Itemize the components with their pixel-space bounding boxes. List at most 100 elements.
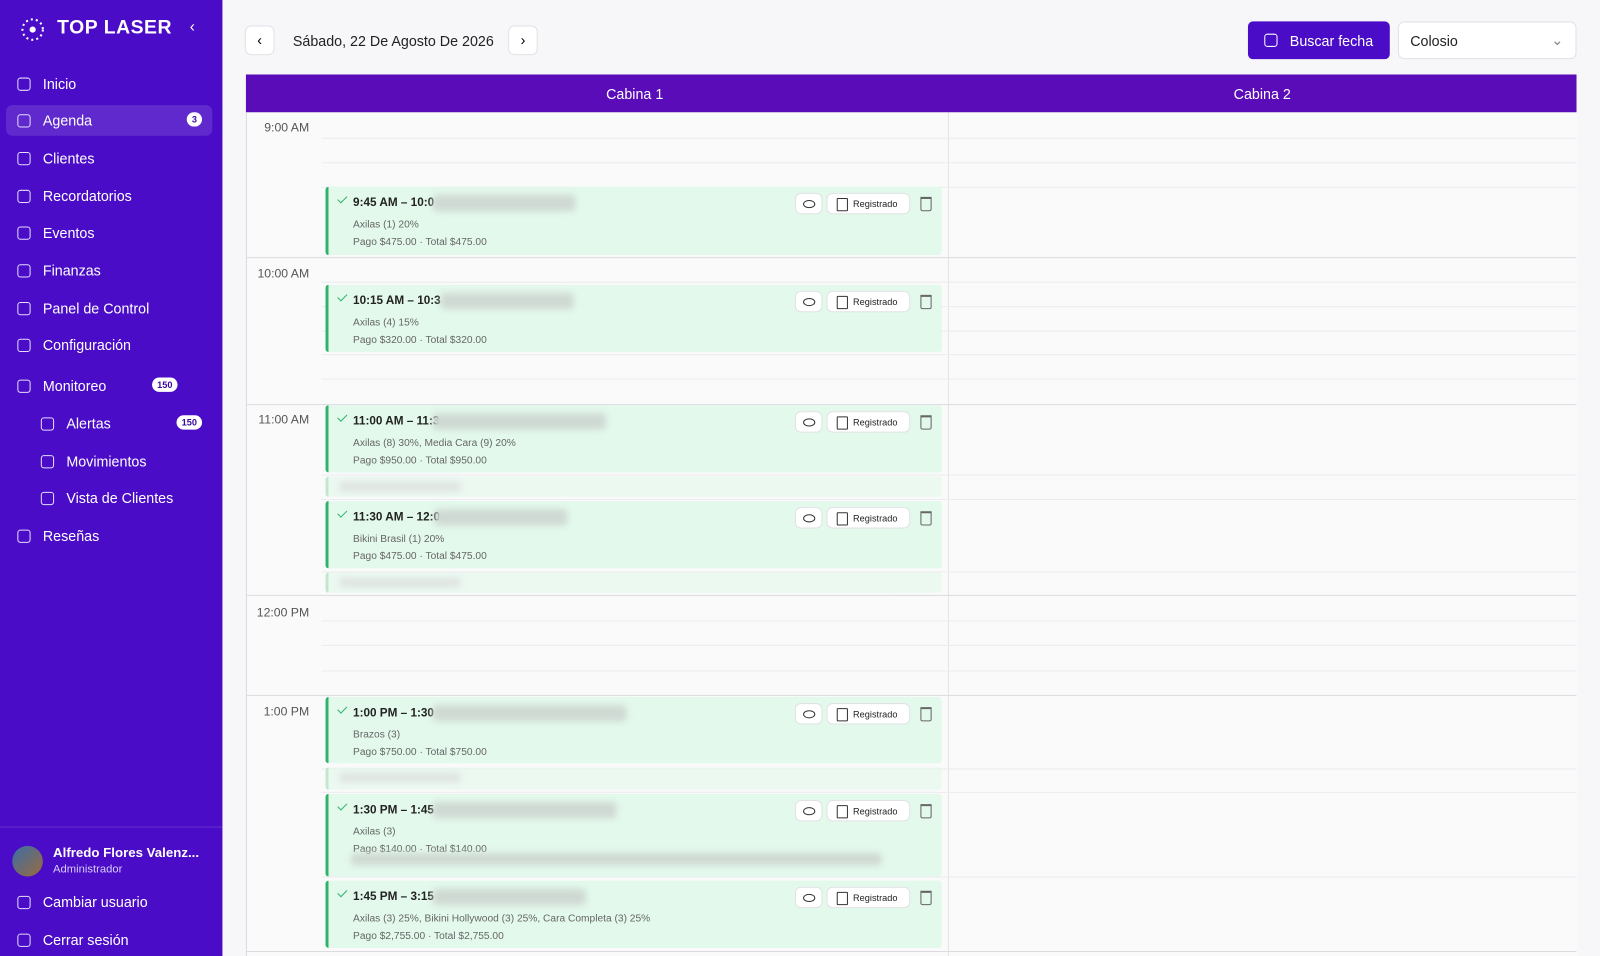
label: Colosio [1410, 32, 1458, 49]
slot-line [321, 768, 1577, 770]
label: Finanzas [42, 262, 101, 279]
switch-user[interactable]: Cambiar usuario [6, 887, 212, 918]
avatar[interactable] [12, 845, 43, 877]
next-day[interactable]: › [508, 25, 538, 56]
eye-icon [803, 893, 816, 903]
blurred [338, 577, 462, 588]
placeholder-row [325, 767, 942, 790]
nav-item[interactable]: Agenda 3 [6, 105, 213, 136]
delete-button[interactable] [920, 890, 932, 906]
branch-select[interactable]: Colosio ⌄ [1397, 21, 1577, 60]
view-button[interactable] [794, 799, 823, 822]
nav-item[interactable]: Finanzas [6, 255, 212, 286]
status-button[interactable]: Registrado [826, 507, 911, 529]
time: 11:30 AM – 12:0 [353, 511, 441, 524]
nav-item[interactable]: Panel de Control [6, 293, 212, 324]
logout[interactable]: Cerrar sesión [6, 924, 212, 955]
status-button[interactable]: Registrado [826, 703, 911, 725]
user-role: Administrador [53, 863, 123, 876]
delete-button[interactable] [920, 294, 932, 310]
delete-button[interactable] [920, 415, 932, 430]
nav-item[interactable]: Movimientos [6, 446, 212, 477]
status-button[interactable]: Registrado [826, 192, 911, 215]
status: Registrado [853, 198, 898, 210]
icon [40, 454, 55, 468]
nav-item[interactable]: Alertas 150 [6, 408, 212, 439]
status-button[interactable]: Registrado [826, 799, 911, 822]
slot-line [321, 281, 1577, 283]
services: Axilas (8) 30%, Media Cara (9) 20% [353, 437, 516, 449]
view-button[interactable] [794, 192, 823, 215]
slot-line [321, 162, 1577, 164]
hour-line [245, 951, 1577, 953]
status-button[interactable]: Registrado [826, 886, 911, 909]
slot-line [321, 137, 1577, 139]
prev-day[interactable]: ‹ [244, 25, 275, 56]
slot-line [321, 186, 1577, 188]
slot-line [321, 644, 1577, 646]
status-button[interactable]: Registrado [826, 411, 911, 433]
delete-button[interactable] [920, 804, 932, 819]
nav-item[interactable]: Clientes [6, 143, 212, 174]
icon [17, 226, 31, 240]
label: Alertas [66, 415, 111, 432]
view-button[interactable] [794, 290, 823, 313]
client-name [432, 194, 576, 212]
appointment[interactable]: 1:30 PM – 1:45 Axilas (3) Pago $140.00 · T… [325, 793, 942, 877]
appointment[interactable]: 1:45 PM – 3:15 Axilas (3) 25%, Bikini Hol… [325, 880, 942, 948]
doc-icon [836, 891, 848, 906]
view-button[interactable] [794, 507, 823, 529]
appointment[interactable]: 11:00 AM – 11:3 Axilas (8) 30%, Media Car… [325, 405, 942, 473]
eye-icon [803, 710, 816, 719]
label: Cerrar sesión [42, 931, 129, 948]
payment: Pago $475.00 · Total $475.00 [353, 551, 487, 563]
placeholder-row [325, 572, 942, 593]
badge: 3 [186, 112, 203, 127]
client-name [432, 705, 627, 722]
label: Clientes [42, 149, 95, 167]
payment: Pago $475.00 · Total $475.00 [353, 236, 487, 248]
slot-line [321, 474, 1577, 476]
doc-icon [836, 805, 848, 819]
nav-item[interactable]: Configuración [6, 330, 212, 361]
time: 1:00 PM – 1:30 [353, 707, 434, 720]
appointment[interactable]: 1:00 PM – 1:30 Brazos (3) Pago $750.00 · T… [325, 696, 942, 764]
nav-item[interactable]: Recordatorios [6, 181, 212, 212]
eye-icon [803, 297, 816, 307]
label: Buscar fecha [1289, 32, 1374, 49]
nav-item[interactable]: Vista de Clientes [6, 483, 212, 514]
view-button[interactable] [794, 411, 823, 433]
collapse[interactable]: ‹ [189, 18, 195, 36]
icon [17, 263, 31, 278]
payment: Pago $750.00 · Total $750.00 [353, 746, 487, 759]
delete-button[interactable] [920, 707, 932, 722]
nav-item[interactable]: Inicio [6, 68, 212, 99]
label: Cambiar usuario [42, 893, 148, 911]
nav-item[interactable]: Reseñas [6, 520, 212, 551]
client-name [432, 413, 607, 430]
user-name: Alfredo Flores Valenz... [53, 844, 200, 861]
client-name [440, 292, 574, 310]
services: Axilas (4) 15% [353, 317, 419, 329]
label: Panel de Control [42, 299, 150, 317]
hour-label: 9:00 AM [264, 120, 310, 135]
check [337, 800, 348, 811]
appointment[interactable]: 9:45 AM – 10:0 Axilas (1) 20% Pago $475.00… [325, 186, 942, 256]
status-button[interactable]: Registrado [826, 290, 911, 313]
nav-item[interactable]: Monitoreo 150 [6, 370, 212, 401]
eye-icon [803, 514, 816, 523]
nav-item[interactable]: Eventos [6, 217, 212, 248]
delete-button[interactable] [920, 511, 932, 526]
view-button[interactable] [794, 703, 823, 725]
view-button[interactable] [794, 886, 823, 909]
blurred [338, 772, 462, 783]
delete-button[interactable] [920, 196, 932, 212]
search-date[interactable]: Buscar fecha [1247, 21, 1390, 60]
column-header: Cabina 1 [606, 85, 664, 103]
time: 1:45 PM – 3:15 [353, 890, 434, 904]
appointment[interactable]: 10:15 AM – 10:3 Axilas (4) 15% Pago $320.0… [325, 284, 942, 353]
status: Registrado [853, 417, 898, 428]
icon [17, 151, 31, 165]
appointment[interactable]: 11:30 AM – 12:0 Bikini Brasil (1) 20% Pago… [325, 501, 942, 569]
